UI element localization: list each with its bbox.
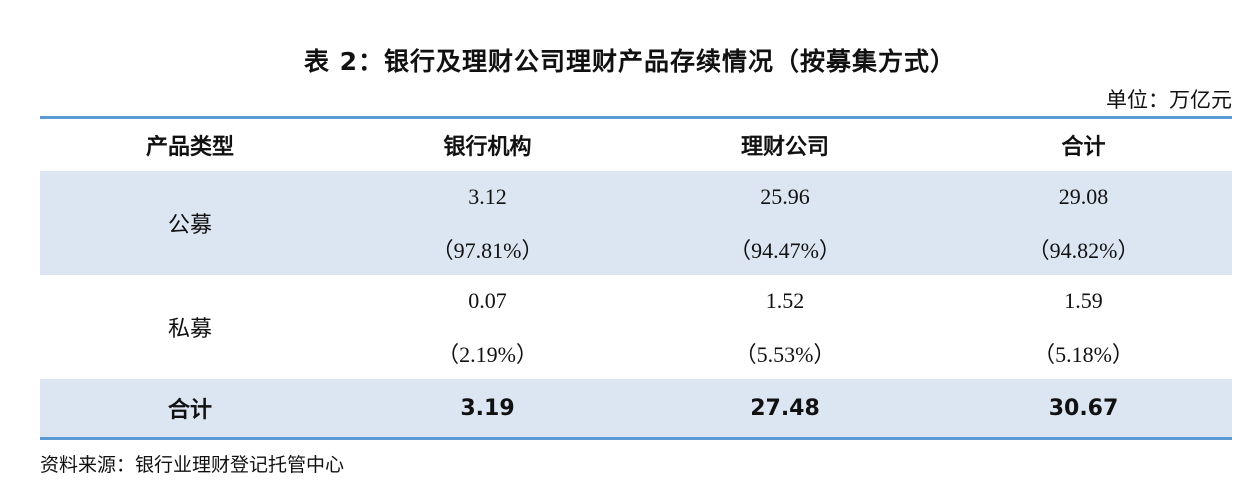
share-cell: （94.47%） [729,238,841,263]
value-cell: 1.52 [765,288,805,313]
total-label: 合计 [167,398,212,423]
table-title: 表 2：银行及理财公司理财产品存续情况（按募集方式） [303,47,957,76]
total-row: 合计 3.19 27.48 30.67 [40,379,1232,439]
header-cell: 产品类型 [145,135,234,160]
share-cell: （5.53%） [734,342,836,367]
row-label: 私募 [167,317,212,342]
total-cell: 27.48 [750,395,820,421]
data-row: 私募 0.07 1.52 1.59 [40,275,1232,342]
source-note: 资料来源：银行业理财登记托管中心 [40,454,345,476]
header-cell: 银行机构 [443,135,532,160]
data-row: 公募 3.12 25.96 29.08 [40,171,1232,238]
share-cell: （5.18%） [1033,342,1134,367]
value-cell: 1.59 [1064,288,1103,313]
header-cell: 合计 [1061,135,1106,160]
data-table: 产品类型 银行机构 理财公司 合计 公募 3.12 25.96 29.08 （9… [40,116,1232,440]
value-cell: 3.12 [468,184,507,209]
share-cell: （97.81%） [431,238,544,263]
share-row: （2.19%） （5.53%） （5.18%） [40,327,1232,379]
value-cell: 29.08 [1058,184,1109,209]
total-cell: 30.67 [1048,395,1119,421]
share-cell: （94.82%） [1027,238,1140,263]
unit-note: 单位：万亿元 [1106,88,1232,112]
row-label: 公募 [167,213,212,238]
header-row: 产品类型 银行机构 理财公司 合计 [40,118,1232,172]
value-cell: 25.96 [760,184,810,209]
value-cell: 0.07 [468,288,507,313]
total-cell: 3.19 [460,395,515,421]
share-cell: （2.19%） [437,342,538,367]
header-cell: 理财公司 [740,135,829,160]
